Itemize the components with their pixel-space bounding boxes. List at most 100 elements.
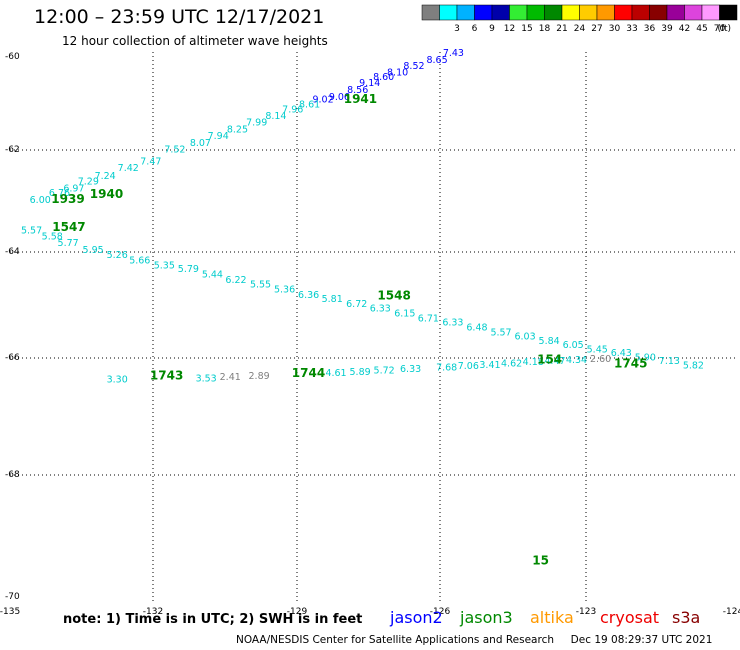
wave-height-points: 9.029.068.569.148.608.108.528.657.43 6.00… xyxy=(21,48,704,385)
wave-height-value: 5.26 xyxy=(107,250,128,261)
y-tick-label: -60 xyxy=(5,52,20,62)
wave-height-value: 5.36 xyxy=(274,284,295,295)
wave-height-value: 5.35 xyxy=(154,260,175,271)
x-tick-label: -135 xyxy=(0,607,20,617)
grid-lines xyxy=(10,52,735,603)
legend-swatch xyxy=(439,4,458,21)
wave-height-value: 7.24 xyxy=(95,171,116,182)
axis-tick-labels: -135 -132 -129 -126 -123 -124 -60 -62 -64 -66 -68 -… xyxy=(0,52,740,617)
wave-height-value: 5.44 xyxy=(202,269,223,280)
legend-label: 9 xyxy=(489,24,495,34)
wave-height-value: 6.33 xyxy=(400,364,421,375)
wave-height-value: 5.58 xyxy=(42,232,63,243)
legend-swatch xyxy=(561,4,580,21)
legend-label: 15 xyxy=(521,24,532,34)
legend-swatch xyxy=(649,4,668,21)
wave-height-value: 8.25 xyxy=(227,125,248,136)
wave-height-value: 7.96 xyxy=(282,105,303,116)
x-tick-label: -123 xyxy=(576,607,596,617)
y-tick-label: -62 xyxy=(5,145,20,155)
wave-height-value: 5.72 xyxy=(374,365,395,376)
wave-height-value: 9.02 xyxy=(312,95,333,106)
legend-label: 45 xyxy=(696,24,707,34)
wave-height-value: 5.55 xyxy=(250,280,271,291)
legend-swatch xyxy=(666,4,685,21)
wave-height-value: 4.18 xyxy=(523,357,544,368)
legend-swatch xyxy=(526,4,545,21)
wave-height-value: 6.22 xyxy=(225,275,246,286)
wave-height-value: 6.33 xyxy=(442,318,463,329)
wave-height-value: 8.65 xyxy=(426,55,447,66)
x-tick-label: -129 xyxy=(287,607,308,617)
pass-time-label: 15 xyxy=(532,553,549,567)
legend-label: 24 xyxy=(574,24,586,34)
legend-unit: (ft) xyxy=(717,24,731,34)
wave-height-value: 5.95 xyxy=(83,245,104,256)
legend-swatch xyxy=(684,4,703,21)
wave-height-value: 3.53 xyxy=(196,373,217,384)
chart-subtitle: 12 hour collection of altimeter wave hei… xyxy=(62,34,328,48)
wave-height-value: 6.15 xyxy=(394,309,415,320)
legend-label: 3 xyxy=(454,24,460,34)
pass-time-label: 1547 xyxy=(52,220,85,234)
wave-height-value: 5.77 xyxy=(58,238,79,249)
wave-height-value: 5.45 xyxy=(587,344,608,355)
wave-height-value: 6.71 xyxy=(418,313,439,324)
satellite-label: cryosat xyxy=(600,608,660,627)
legend-swatch xyxy=(474,4,493,21)
wave-height-value: 5.90 xyxy=(635,352,656,363)
wave-height-value: 8.56 xyxy=(347,85,368,96)
legend-swatch xyxy=(421,4,440,21)
legend-label: 36 xyxy=(644,24,656,34)
wave-height-value: 5.89 xyxy=(350,367,371,378)
wave-height-value: 7.06 xyxy=(458,361,479,372)
wave-height-value: 8.10 xyxy=(387,67,408,78)
wave-height-value: 4.61 xyxy=(325,368,346,379)
satellite-label: s3a xyxy=(672,608,701,627)
legend-label: 18 xyxy=(539,24,551,34)
chart-title: 12:00 – 23:59 UTC 12/17/2021 xyxy=(34,6,325,28)
pass-time-label: 1744 xyxy=(292,366,325,380)
wave-height-value: 6.33 xyxy=(370,304,391,315)
wave-height-value: 6.76 xyxy=(49,188,70,199)
wave-height-value: 7.94 xyxy=(208,131,229,142)
pass-time-label: 1743 xyxy=(150,369,183,383)
x-tick-label: -132 xyxy=(143,607,163,617)
legend-label: 33 xyxy=(626,24,637,34)
pass-time-label: 1548 xyxy=(377,288,410,302)
wave-height-value: 6.43 xyxy=(611,348,632,359)
wave-height-value: 6.97 xyxy=(63,183,84,194)
satellite-label: altika xyxy=(530,608,574,627)
pass-time-label: 1745 xyxy=(614,356,647,370)
legend-swatch xyxy=(719,4,738,21)
wave-height-value: 7.43 xyxy=(443,48,464,59)
legend-swatch xyxy=(456,4,475,21)
legend-label: 12 xyxy=(504,24,515,34)
wave-height-value: 2.60 xyxy=(590,354,611,365)
y-tick-label: -64 xyxy=(5,247,20,257)
y-tick-label: -70 xyxy=(5,592,20,602)
wave-height-value: 8.07 xyxy=(190,138,211,149)
legend-label: 42 xyxy=(679,24,690,34)
wave-height-value: 5.57 xyxy=(21,226,42,237)
legend-swatch xyxy=(544,4,563,21)
wave-height-value: 4.62 xyxy=(501,358,522,369)
legend-label: 30 xyxy=(609,24,621,34)
wave-height-value: 8.14 xyxy=(265,111,286,122)
legend-label: 39 xyxy=(661,24,673,34)
wave-height-value: 3.30 xyxy=(107,374,128,385)
color-legend: 3 6 9 12 15 18 21 24 27 30 33 36 39 42 45 70(ft) xyxy=(421,4,738,34)
pass-time-label: 1940 xyxy=(90,187,123,201)
legend-swatch xyxy=(509,4,528,21)
wave-height-value: 6.72 xyxy=(346,299,367,310)
x-tick-label: -126 xyxy=(430,607,451,617)
pass-time-labels: 1939 1940 1941 1547 1548 1745 154 1743 1744 15 xyxy=(51,92,647,567)
y-tick-label: -68 xyxy=(5,470,20,480)
wave-height-value: 2.89 xyxy=(249,371,270,382)
pass-time-label: 154 xyxy=(537,353,562,367)
wave-height-value: 6.05 xyxy=(563,340,584,351)
wave-height-value: 4.47 xyxy=(544,356,565,367)
wave-height-value: 7.29 xyxy=(78,176,99,187)
wave-height-value: 6.03 xyxy=(514,332,535,343)
